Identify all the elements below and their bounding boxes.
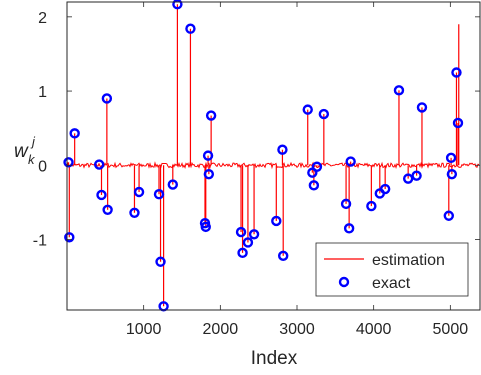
exact-point [445, 152, 457, 164]
x-tick-label: 4000 [356, 321, 392, 338]
svg-text:j: j [30, 134, 36, 149]
y-axis-label: w k j [14, 134, 36, 167]
y-tick-label: -1 [33, 232, 47, 249]
exact-point [318, 108, 330, 120]
exact-point [203, 168, 215, 180]
x-tick-label: 3000 [279, 321, 315, 338]
legend-exact-marker [338, 276, 350, 288]
exact-point [172, 0, 183, 10]
legend: estimation exact [315, 242, 469, 297]
exact-point [155, 256, 166, 267]
y-tick-label: 2 [38, 10, 47, 27]
exact-point [402, 173, 414, 184]
exact-point [343, 223, 355, 234]
exact-point [416, 102, 428, 113]
exact-point [129, 207, 140, 218]
exact-point [101, 93, 113, 104]
svg-text:w: w [14, 141, 29, 162]
plot-area-border [66, 1, 481, 311]
exact-point [64, 232, 75, 243]
legend-estimation-label: estimation [372, 252, 445, 269]
y-tick-label: 0 [38, 158, 47, 175]
exact-point [393, 85, 405, 96]
x-tick-label: 5000 [433, 321, 469, 338]
exact-point [443, 210, 454, 221]
exact-point [153, 189, 165, 200]
exact-point [235, 226, 247, 238]
legend-box [315, 242, 469, 297]
exact-markers [63, 0, 464, 312]
exact-point [242, 237, 254, 248]
exact-point [102, 204, 113, 216]
exact-point [379, 183, 391, 195]
exact-point [202, 150, 214, 161]
axis-ticks: 1000 2000 3000 4000 5000 -1 0 1 2 [33, 2, 480, 338]
exact-point [345, 156, 356, 167]
exact-point [411, 170, 422, 181]
x-tick-label: 2000 [203, 321, 239, 338]
estimation-noise-line [66, 161, 480, 170]
legend-exact-label: exact [372, 275, 411, 292]
exact-point [302, 104, 313, 115]
exact-point [237, 247, 248, 259]
exact-point [278, 250, 289, 262]
exact-point [185, 23, 196, 34]
exact-point [271, 215, 282, 227]
estimation-stems [67, 4, 460, 307]
exact-point [340, 198, 352, 210]
exact-point [277, 144, 288, 155]
exact-point [93, 159, 105, 170]
y-axis-label-superscript: j [30, 134, 36, 149]
exact-point [96, 189, 107, 201]
exact-point [63, 157, 74, 168]
y-axis-label-subscript: k [28, 152, 36, 167]
exact-point [69, 128, 80, 139]
exact-point [451, 67, 462, 78]
exact-point [308, 180, 320, 191]
y-tick-label: 1 [38, 84, 47, 101]
exact-point [167, 179, 179, 190]
exact-point [133, 186, 145, 198]
exact-point [311, 161, 323, 172]
svg-text:k: k [28, 152, 36, 167]
y-axis-label-main: w [14, 141, 29, 162]
x-tick-label: 1000 [126, 321, 162, 338]
exact-point [452, 117, 464, 129]
exact-point [366, 200, 377, 212]
exact-point [200, 221, 211, 233]
exact-point [248, 229, 260, 240]
x-axis-label: Index [251, 348, 298, 369]
exact-point [205, 110, 217, 121]
exact-point [446, 168, 458, 180]
